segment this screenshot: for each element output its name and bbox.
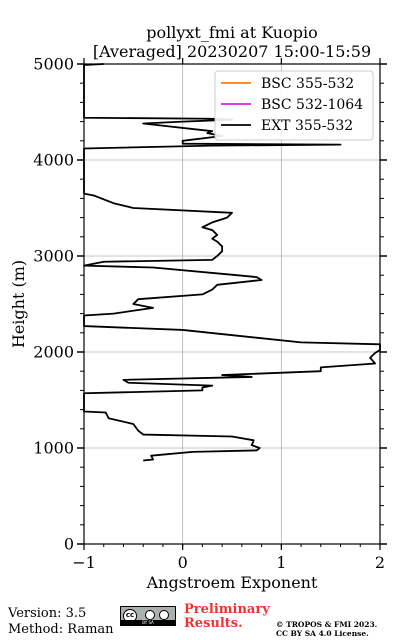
footer-info: Version: 3.5 Method: Raman xyxy=(8,606,114,638)
y-tick-label: 2000 xyxy=(33,343,74,362)
preliminary-line-2: Results. xyxy=(184,616,243,631)
preliminary-line-1: Preliminary xyxy=(184,602,270,617)
preliminary-notice: Preliminary Results. xyxy=(184,603,270,631)
by-attribution-icon xyxy=(145,610,155,620)
y-tick-label: 3000 xyxy=(33,247,74,266)
chart-subtitle: [Averaged] 20230207 15:00-15:59 xyxy=(93,42,371,61)
method-text: Method: Raman xyxy=(8,622,114,637)
copyright-notice: © TROPOS & FMI 2023. CC BY SA 4.0 Licens… xyxy=(276,620,377,638)
legend-label-bsc-355-532: BSC 355-532 xyxy=(261,76,354,92)
series-line-ext-355-532 xyxy=(83,63,381,462)
y-tick-label: 5000 xyxy=(33,55,74,74)
license-strip: BY SA xyxy=(121,620,175,625)
y-tick-label: 1000 xyxy=(33,439,74,458)
x-tick-label: −1 xyxy=(72,553,96,572)
y-axis-label: Height (m) xyxy=(9,260,28,348)
x-tick-label: 0 xyxy=(178,553,188,572)
chart-title: pollyxt_fmi at Kuopio xyxy=(146,23,317,42)
x-axis-label: Angstroem Exponent xyxy=(146,573,318,592)
lidar-angstrom-chart: pollyxt_fmi at Kuopio [Averaged] 2023020… xyxy=(9,23,387,592)
x-tick-label: 1 xyxy=(276,553,286,572)
share-alike-icon xyxy=(159,610,169,620)
y-tick-label: 4000 xyxy=(33,151,74,170)
copyright-line-1: © TROPOS & FMI 2023. xyxy=(276,620,378,629)
legend-label-ext-355-532: EXT 355-532 xyxy=(261,118,353,134)
cc-license-icon: cc BY SA xyxy=(120,606,176,626)
legend-label-bsc-532-1064: BSC 532-1064 xyxy=(261,97,363,113)
legend-box xyxy=(214,70,374,141)
plot-area xyxy=(83,63,381,462)
y-tick-label: 0 xyxy=(64,535,74,554)
x-tick-label: 2 xyxy=(375,553,385,572)
version-text: Version: 3.5 xyxy=(8,606,87,621)
copyright-line-2: CC BY SA 4.0 License. xyxy=(276,629,369,638)
legend: BSC 355-532 BSC 532-1064 EXT 355-532 xyxy=(214,70,374,141)
plot-frame xyxy=(83,63,381,545)
